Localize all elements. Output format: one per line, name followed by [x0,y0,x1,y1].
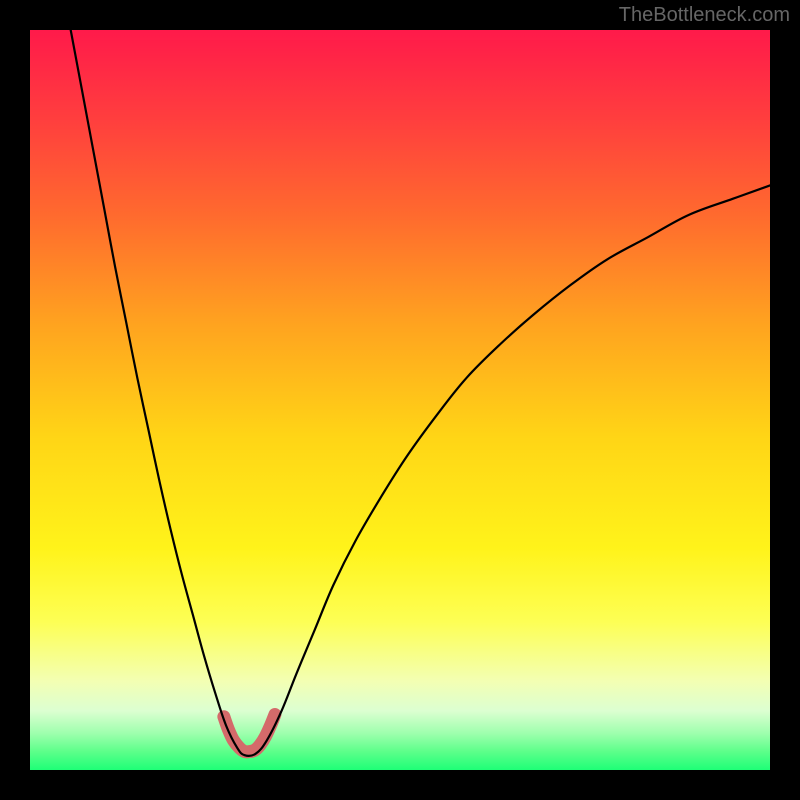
plot-svg [30,30,770,770]
plot-area [30,30,770,770]
chart-container: TheBottleneck.com [0,0,800,800]
watermark-text: TheBottleneck.com [619,4,790,27]
